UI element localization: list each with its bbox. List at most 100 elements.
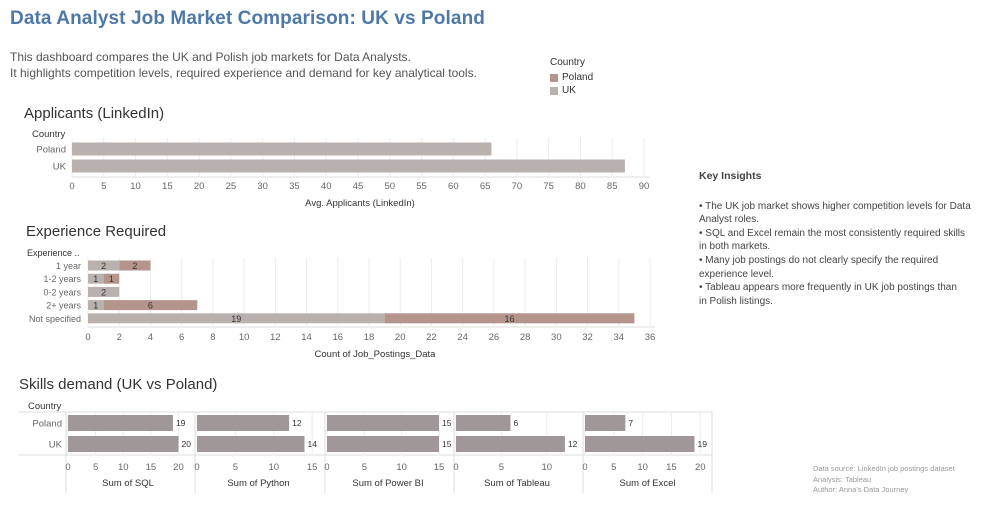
data-label-sum-of-excel: 7 bbox=[628, 418, 633, 428]
insight-line: experience level. bbox=[699, 268, 775, 280]
x-tick-label: 85 bbox=[607, 181, 618, 192]
panel-title-sum-of-sql: Sum of SQL bbox=[102, 478, 154, 489]
bar-sum-of-tableau-uk bbox=[456, 436, 565, 452]
x-tick-label: 12 bbox=[270, 332, 281, 343]
data-label-uk: 19 bbox=[231, 314, 241, 324]
applicants-chart-title: Applicants (LinkedIn) bbox=[24, 105, 165, 122]
experience-chart[interactable]: Experience ..1 year 2 21-2 years 1 10-2 year… bbox=[0, 240, 680, 365]
x-tick-label: 40 bbox=[321, 181, 332, 192]
bar-1-year-uk bbox=[88, 260, 120, 271]
data-label-sum-of-sql: 19 bbox=[176, 418, 186, 428]
x-tick-label: 0 bbox=[582, 462, 587, 473]
bar-2-years-poland bbox=[103, 300, 198, 311]
row-label-uk: UK bbox=[53, 162, 67, 173]
x-tick-label: 16 bbox=[332, 332, 343, 343]
x-tick-label: 75 bbox=[543, 181, 554, 192]
x-tick-label: 15 bbox=[307, 462, 318, 473]
row-header: Country bbox=[32, 129, 66, 140]
x-axis-title: Count of Job_Postings_Data bbox=[315, 349, 437, 360]
x-tick-label: 15 bbox=[162, 181, 173, 192]
data-label-poland: 6 bbox=[148, 301, 153, 311]
x-tick-label: 65 bbox=[480, 181, 491, 192]
source-line: Data source: LinkedIn job postings datas… bbox=[813, 464, 955, 473]
bar-not-specified-poland bbox=[384, 313, 635, 324]
data-label-sum-of-python: 12 bbox=[292, 418, 302, 428]
legend-label-poland: Poland bbox=[562, 72, 594, 83]
bar-sum-of-sql-poland bbox=[68, 415, 173, 431]
x-tick-label: 0 bbox=[69, 181, 74, 192]
bar-sum-of-tableau-poland bbox=[456, 415, 511, 431]
x-tick-label: 26 bbox=[489, 332, 500, 343]
bar-sum-of-excel-uk bbox=[585, 436, 695, 452]
data-label-sum-of-sql: 20 bbox=[181, 439, 191, 449]
dashboard-description: This dashboard compares the UK and Polis… bbox=[10, 49, 477, 81]
row-label-0-2-years: 0-2 years bbox=[43, 287, 81, 297]
x-tick-label: 0 bbox=[194, 462, 199, 473]
x-tick-label: 20 bbox=[194, 181, 205, 192]
legend-item-poland[interactable]: Poland bbox=[550, 71, 593, 84]
legend-swatch-uk bbox=[550, 86, 558, 95]
x-tick-label: 35 bbox=[289, 181, 300, 192]
x-tick-label: 6 bbox=[179, 332, 184, 343]
bar-2-years-uk bbox=[88, 300, 104, 311]
x-tick-label: 10 bbox=[239, 332, 250, 343]
data-label-sum-of-tableau: 6 bbox=[513, 418, 518, 428]
x-tick-label: 5 bbox=[93, 462, 98, 473]
x-tick-label: 32 bbox=[582, 332, 593, 343]
insight-line: Analyst roles. bbox=[699, 214, 760, 226]
panel-title-sum-of-python: Sum of Python bbox=[227, 478, 289, 489]
x-tick-label: 45 bbox=[353, 181, 364, 192]
x-tick-label: 28 bbox=[520, 332, 531, 343]
bar-not-specified-uk bbox=[88, 313, 385, 324]
x-tick-label: 5 bbox=[101, 181, 106, 192]
experience-chart-title: Experience Required bbox=[26, 223, 167, 240]
data-label-poland: 2 bbox=[132, 261, 137, 271]
panel-title-sum-of-tableau: Sum of Tableau bbox=[484, 478, 550, 489]
insight-line: • Tableau appears more frequently in UK … bbox=[699, 282, 957, 294]
dashboard-title: Data Analyst Job Market Comparison: UK v… bbox=[10, 8, 485, 29]
skills-chart[interactable]: Country Poland UK 19 20 0 5 10 15 20 Sum of SQL 12 1… bbox=[0, 395, 730, 500]
bar-sum-of-power-bi-uk bbox=[327, 436, 440, 452]
x-tick-label: 70 bbox=[512, 181, 523, 192]
x-tick-label: 18 bbox=[364, 332, 375, 343]
skills-chart-title: Skills demand (UK vs Poland) bbox=[19, 376, 218, 393]
panel-title-sum-of-power-bi: Sum of Power BI bbox=[352, 478, 423, 489]
x-tick-label: 10 bbox=[118, 462, 129, 473]
data-label-uk: 2 bbox=[101, 287, 106, 297]
x-tick-label: 14 bbox=[301, 332, 312, 343]
x-tick-label: 5 bbox=[362, 462, 367, 473]
x-tick-label: 50 bbox=[384, 181, 395, 192]
x-tick-label: 15 bbox=[666, 462, 677, 473]
row-label-poland: Poland bbox=[32, 419, 62, 430]
country-legend[interactable]: Country Poland UK bbox=[550, 57, 593, 97]
data-label-poland: 1 bbox=[109, 274, 114, 284]
x-tick-label: 22 bbox=[426, 332, 437, 343]
applicants-chart[interactable]: Country Poland UK0 5 10 15 20 25 30 35 40 45 50 55 60 6… bbox=[0, 120, 680, 215]
x-tick-label: 30 bbox=[257, 181, 268, 192]
x-tick-label: 4 bbox=[148, 332, 153, 343]
x-tick-label: 36 bbox=[645, 332, 656, 343]
x-tick-label: 0 bbox=[324, 462, 329, 473]
x-tick-label: 10 bbox=[396, 462, 407, 473]
panel-title-sum-of-excel: Sum of Excel bbox=[620, 478, 676, 489]
x-tick-label: 60 bbox=[448, 181, 459, 192]
data-label-sum-of-power-bi: 15 bbox=[442, 439, 452, 449]
x-tick-label: 20 bbox=[395, 332, 406, 343]
description-line-1: This dashboard compares the UK and Polis… bbox=[10, 50, 411, 64]
data-source-note: Data source: LinkedIn job postings datas… bbox=[813, 464, 955, 496]
x-tick-label: 20 bbox=[173, 462, 184, 473]
x-tick-label: 15 bbox=[146, 462, 157, 473]
data-label-sum-of-python: 14 bbox=[307, 439, 317, 449]
x-tick-label: 10 bbox=[637, 462, 648, 473]
data-label-uk: 2 bbox=[101, 261, 106, 271]
bar-sum-of-python-poland bbox=[197, 415, 290, 431]
x-tick-label: 15 bbox=[434, 462, 445, 473]
bar-sum-of-excel-poland bbox=[585, 415, 626, 431]
row-label-poland: Poland bbox=[36, 145, 66, 156]
x-tick-label: 80 bbox=[575, 181, 586, 192]
row-label-1-2-years: 1-2 years bbox=[43, 274, 81, 284]
row-header: Country bbox=[28, 401, 62, 412]
bar-1-2-years-uk bbox=[88, 273, 104, 284]
legend-item-uk[interactable]: UK bbox=[550, 84, 593, 97]
key-insights-heading: Key Insights bbox=[699, 170, 762, 182]
